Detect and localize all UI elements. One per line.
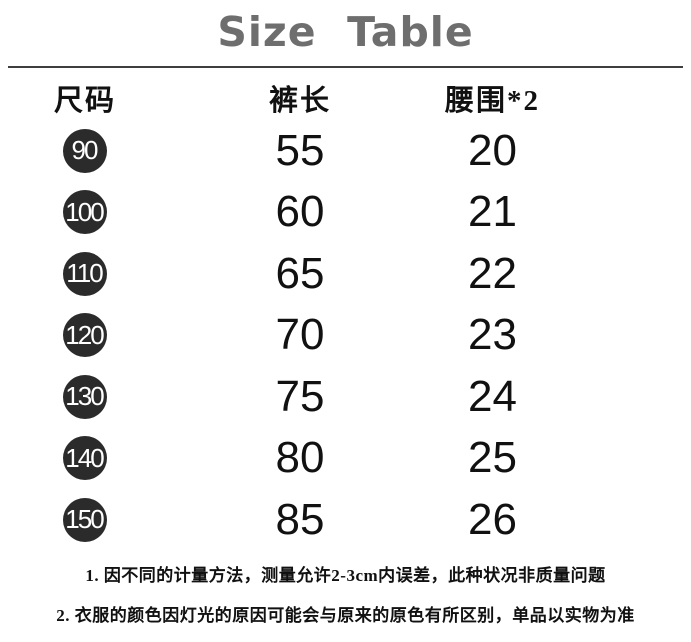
waist-value: 23: [468, 310, 517, 360]
waist-value: 20: [468, 125, 517, 175]
size-badge: 100: [63, 190, 107, 235]
pants-length-value: 55: [275, 125, 325, 175]
pants-length-value: 60: [275, 187, 325, 237]
size-badge: 120: [63, 313, 107, 358]
size-badge: 150: [63, 497, 107, 542]
pants-length-value: 65: [275, 248, 325, 298]
table-row: 150 85 26: [0, 489, 691, 551]
column-header-size: 尺码: [53, 85, 116, 117]
size-table: 尺码 裤长 腰围*2 90 55 20 100 60 21 110 65 22 …: [0, 76, 691, 551]
column-header-pants-length: 裤长: [268, 85, 331, 117]
title-divider: [8, 66, 683, 68]
footnote-color: 2. 衣服的颜色因灯光的原因可能会与原来的原色有所区别，单品以实物为准: [56, 606, 635, 625]
waist-value: 22: [468, 248, 517, 298]
size-badge: 130: [63, 374, 107, 419]
table-row: 90 55 20: [0, 120, 691, 182]
size-badge: 140: [63, 436, 107, 481]
pants-length-value: 70: [275, 310, 325, 360]
table-row: 110 65 22: [0, 243, 691, 305]
size-badge: 90: [63, 128, 107, 173]
waist-value: 25: [468, 433, 517, 483]
table-row: 100 60 21: [0, 182, 691, 244]
footnote-measurement: 1. 因不同的计量方法，测量允许2-3cm内误差，此种状况非质量问题: [85, 566, 606, 585]
table-header-row: 尺码 裤长 腰围*2: [0, 76, 691, 120]
waist-value: 26: [468, 494, 517, 544]
pants-length-value: 80: [275, 433, 325, 483]
footnotes: 1. 因不同的计量方法，测量允许2-3cm内误差，此种状况非质量问题 2. 衣服…: [0, 556, 691, 636]
column-header-waist: 腰围*2: [444, 85, 540, 117]
waist-value: 24: [468, 371, 517, 421]
page-title: Size Table: [217, 8, 474, 56]
pants-length-value: 85: [275, 494, 325, 544]
table-row: 140 80 25: [0, 428, 691, 490]
pants-length-value: 75: [275, 371, 325, 421]
size-badge: 110: [63, 251, 107, 296]
table-row: 130 75 24: [0, 366, 691, 428]
table-row: 120 70 23: [0, 305, 691, 367]
waist-value: 21: [468, 187, 517, 237]
